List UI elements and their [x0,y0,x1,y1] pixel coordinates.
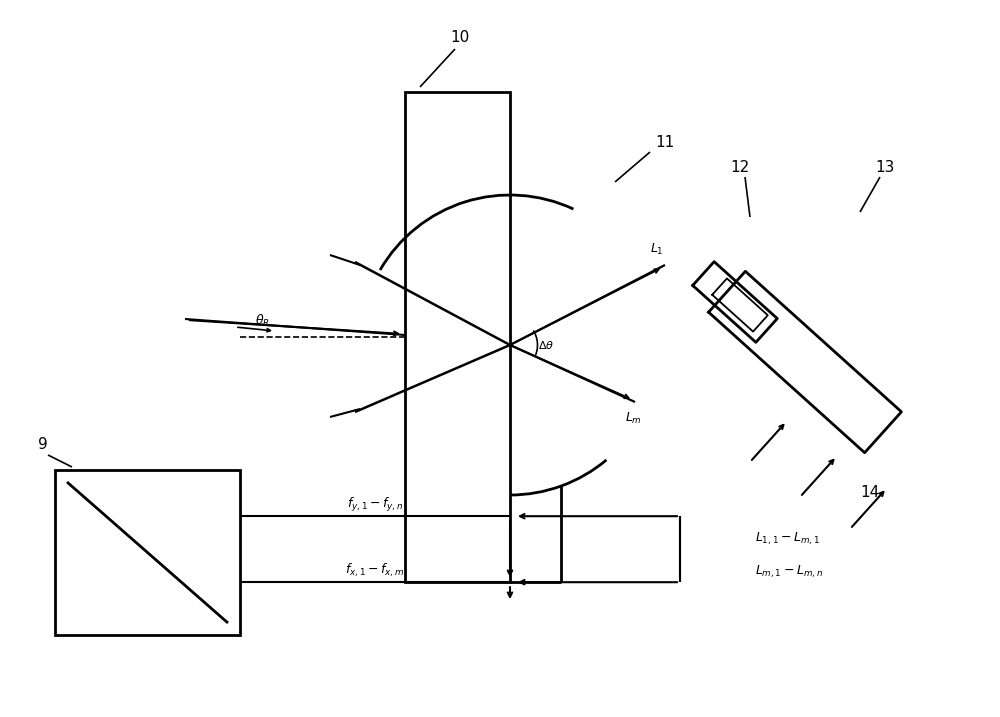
Text: $f_{y,1}-f_{y,n}$: $f_{y,1}-f_{y,n}$ [347,496,403,514]
Text: $f_{x,1}-f_{x,m}$: $f_{x,1}-f_{x,m}$ [345,562,405,579]
Text: $L_{m,1}-L_{m,n}$: $L_{m,1}-L_{m,n}$ [755,564,823,580]
Text: 13: 13 [875,160,895,175]
Text: 10: 10 [450,30,470,45]
Bar [55,470,240,635]
Text: 9: 9 [38,437,48,452]
Text: $\theta_R$: $\theta_R$ [255,313,270,329]
Bar [405,92,510,582]
Text: 12: 12 [730,160,750,175]
Text: 14: 14 [860,485,879,500]
Text: $L_m$: $L_m$ [625,411,642,426]
Text: $L_1$: $L_1$ [650,242,664,257]
Text: $\Delta\theta$: $\Delta\theta$ [538,339,554,351]
Text: 11: 11 [655,135,674,150]
Text: $L_{1,1}-L_{m,1}$: $L_{1,1}-L_{m,1}$ [755,531,820,547]
